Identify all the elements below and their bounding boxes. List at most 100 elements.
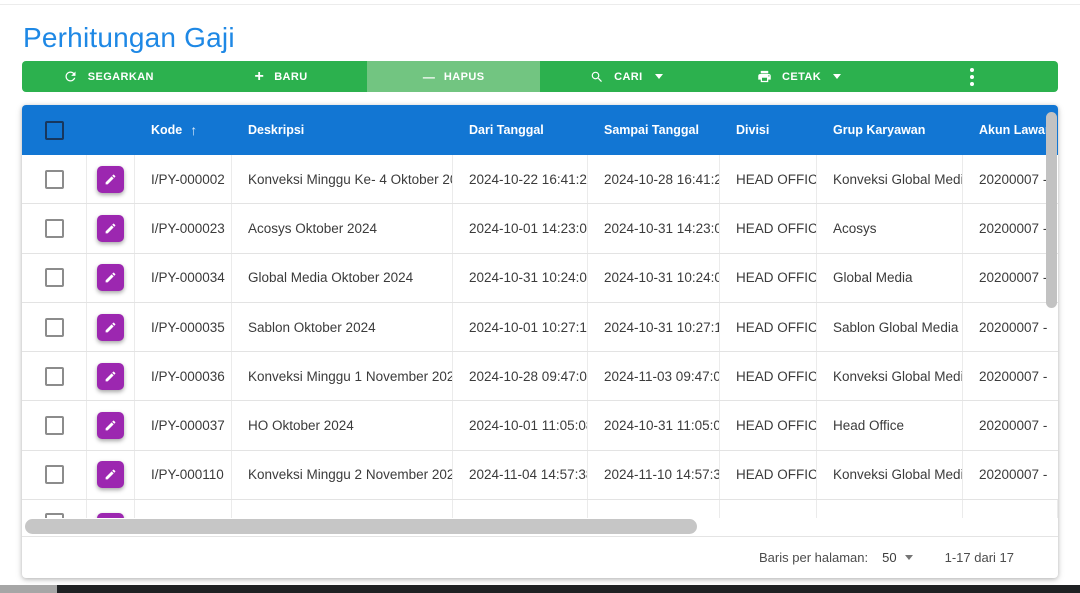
cell-akun-lawan: 20200007 -: [963, 451, 1058, 499]
cell-divisi: HEAD OFFICE: [720, 254, 817, 302]
cell-deskripsi: Konveksi Minggu 1 November 2024: [232, 352, 453, 400]
new-button[interactable]: + BARU: [195, 61, 368, 92]
minus-icon: —: [423, 70, 434, 84]
cell-grup-karyawan: Konveksi Global Media: [817, 155, 963, 203]
more-menu-button[interactable]: [885, 61, 1058, 92]
print-button[interactable]: CETAK: [713, 61, 886, 92]
pencil-icon: [104, 419, 117, 432]
print-button-label: CETAK: [782, 71, 821, 83]
edit-button[interactable]: [97, 363, 124, 390]
cell-kode: I/PY-000034: [135, 254, 232, 302]
cell-deskripsi: HO Oktober 2024: [232, 401, 453, 449]
pencil-icon: [104, 321, 117, 334]
cell-dari-tanggal: 2024-10-01 11:05:08: [453, 401, 588, 449]
cell-sampai-tanggal: 2024-10-31 10:27:10: [588, 303, 720, 351]
edit-button[interactable]: [97, 314, 124, 341]
cell-kode: I/PY-000023: [135, 204, 232, 252]
top-divider: [0, 4, 1080, 5]
column-header-deskripsi[interactable]: Deskripsi: [232, 105, 453, 155]
cell-akun-lawan: 20200007 -: [963, 155, 1058, 203]
horizontal-scrollbar-thumb[interactable]: [25, 519, 697, 534]
cell-divisi: HEAD OFFICE: [720, 352, 817, 400]
search-button[interactable]: CARI: [540, 61, 713, 92]
pencil-icon: [104, 173, 117, 186]
pagination-range: 1-17 dari 17: [945, 550, 1014, 565]
bottom-window-edge: [0, 585, 1080, 593]
table-body: I/PY-000002 Konveksi Minggu Ke- 4 Oktobe…: [22, 155, 1058, 500]
header-checkbox-cell: [22, 105, 87, 155]
chevron-down-icon: [833, 74, 841, 79]
cell-sampai-tanggal: 2024-10-31 14:23:05: [588, 204, 720, 252]
cell-dari-tanggal: 2024-10-01 10:27:10: [453, 303, 588, 351]
cell-sampai-tanggal: 2024-10-28 16:41:25: [588, 155, 720, 203]
row-checkbox[interactable]: [45, 416, 64, 435]
edit-button[interactable]: [97, 215, 124, 242]
perhitungan-gaji-page: Perhitungan Gaji SEGARKAN + BARU — HAPUS…: [0, 0, 1080, 593]
refresh-button[interactable]: SEGARKAN: [22, 61, 195, 92]
rows-per-page-value[interactable]: 50: [882, 550, 896, 565]
cell-dari-tanggal: 2024-10-31 10:24:01: [453, 254, 588, 302]
edit-button[interactable]: [97, 264, 124, 291]
cell-dari-tanggal: 2024-10-22 16:41:25: [453, 155, 588, 203]
cell-akun-lawan: 20200007 -: [963, 352, 1058, 400]
column-header-dari-tanggal[interactable]: Dari Tanggal: [453, 105, 588, 155]
search-button-label: CARI: [614, 71, 643, 83]
column-header-divisi[interactable]: Divisi: [720, 105, 817, 155]
column-header-grup-karyawan[interactable]: Grup Karyawan: [817, 105, 963, 155]
printer-icon: [757, 69, 772, 84]
column-header-kode[interactable]: Kode ↑: [135, 105, 232, 155]
page-title: Perhitungan Gaji: [23, 22, 235, 54]
column-header-akun-lawan[interactable]: Akun Lawan: [963, 105, 1058, 155]
cell-divisi: HEAD OFFICE: [720, 303, 817, 351]
row-checkbox[interactable]: [45, 219, 64, 238]
cell-dari-tanggal: 2024-10-28 09:47:00: [453, 352, 588, 400]
pencil-icon: [104, 468, 117, 481]
row-checkbox[interactable]: [45, 170, 64, 189]
column-header-sampai-tanggal[interactable]: Sampai Tanggal: [588, 105, 720, 155]
row-checkbox[interactable]: [45, 268, 64, 287]
cell-grup-karyawan: Head Office: [817, 401, 963, 449]
new-button-label: BARU: [274, 71, 307, 83]
cell-grup-karyawan: Konveksi Global Media: [817, 451, 963, 499]
chevron-down-icon: [655, 74, 663, 79]
cell-kode: I/PY-000002: [135, 155, 232, 203]
row-checkbox[interactable]: [45, 465, 64, 484]
table-row: I/PY-000034 Global Media Oktober 2024 20…: [22, 254, 1058, 303]
table-header: Kode ↑ Deskripsi Dari Tanggal Sampai Tan…: [22, 105, 1058, 155]
rows-per-page-dropdown-icon[interactable]: [905, 555, 913, 560]
bottom-edge-gray-segment: [0, 585, 57, 593]
table-row: I/PY-000023 Acosys Oktober 2024 2024-10-…: [22, 204, 1058, 253]
cell-sampai-tanggal: 2024-10-31 10:24:01: [588, 254, 720, 302]
row-checkbox[interactable]: [45, 367, 64, 386]
pencil-icon: [104, 222, 117, 235]
cell-akun-lawan: 20200007 -: [963, 401, 1058, 449]
cell-grup-karyawan: Konveksi Global Media: [817, 352, 963, 400]
cell-kode: I/PY-000036: [135, 352, 232, 400]
cell-sampai-tanggal: 2024-11-03 09:47:00: [588, 352, 720, 400]
cell-akun-lawan: 20200007 -: [963, 303, 1058, 351]
select-all-checkbox[interactable]: [45, 121, 64, 140]
cell-dari-tanggal: 2024-11-04 14:57:38: [453, 451, 588, 499]
cell-deskripsi: Global Media Oktober 2024: [232, 254, 453, 302]
table-row: I/PY-000035 Sablon Oktober 2024 2024-10-…: [22, 303, 1058, 352]
vertical-scrollbar-thumb[interactable]: [1046, 112, 1057, 308]
cell-sampai-tanggal: 2024-11-10 14:57:38: [588, 451, 720, 499]
edit-button[interactable]: [97, 412, 124, 439]
horizontal-scrollbar-track: [22, 518, 1058, 537]
header-edit-cell: [87, 105, 135, 155]
cell-divisi: HEAD OFFICE: [720, 204, 817, 252]
delete-button[interactable]: — HAPUS: [367, 61, 540, 92]
kebab-menu-icon: [970, 68, 974, 86]
row-checkbox[interactable]: [45, 318, 64, 337]
table-row-partial: [22, 500, 1058, 518]
cell-divisi: HEAD OFFICE: [720, 401, 817, 449]
search-icon: [590, 70, 604, 84]
delete-button-label: HAPUS: [444, 71, 485, 83]
edit-button[interactable]: [97, 461, 124, 488]
edit-button[interactable]: [97, 166, 124, 193]
cell-deskripsi: Konveksi Minggu 2 November 2024: [232, 451, 453, 499]
refresh-button-label: SEGARKAN: [88, 71, 154, 83]
pencil-icon: [104, 271, 117, 284]
table-row: I/PY-000037 HO Oktober 2024 2024-10-01 1…: [22, 401, 1058, 450]
table-row: I/PY-000036 Konveksi Minggu 1 November 2…: [22, 352, 1058, 401]
